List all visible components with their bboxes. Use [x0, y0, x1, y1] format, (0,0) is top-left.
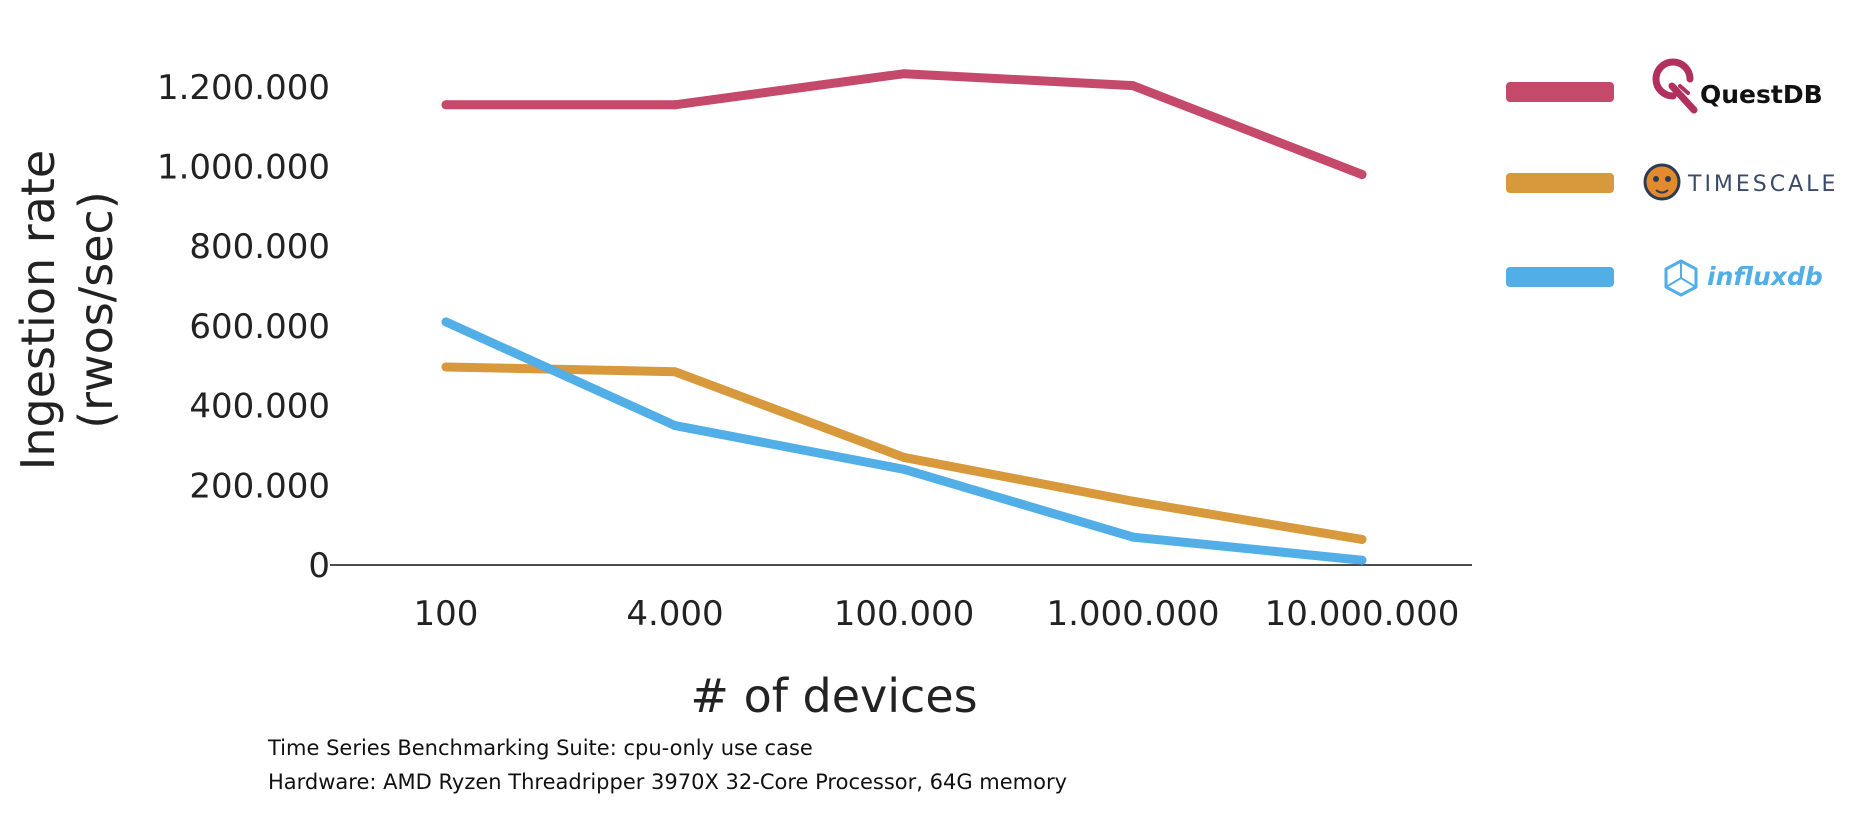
data-point [1128, 532, 1138, 542]
data-point [1128, 81, 1138, 91]
y-axis-title-line2: (rwos/sec) [69, 191, 123, 429]
data-point [899, 69, 909, 79]
legend-label: QuestDB [1700, 80, 1823, 109]
x-axis-title: # of devices [690, 669, 977, 723]
series-line [441, 317, 1367, 565]
data-point [899, 464, 909, 474]
x-tick-label: 4.000 [626, 594, 723, 634]
y-tick-label: 400.000 [189, 387, 330, 427]
y-tick-labels: 0 200.000 400.000 600.000 800.000 1.000.000 1.… [157, 68, 330, 586]
legend-label: TIMESCALE [1687, 172, 1838, 197]
y-tick-label: 800.000 [189, 227, 330, 267]
data-point [1357, 534, 1367, 544]
series-2 [441, 317, 1367, 565]
data-point [441, 362, 451, 372]
series-0 [441, 69, 1367, 180]
y-tick-label: 200.000 [189, 466, 330, 506]
legend-swatch [1506, 82, 1614, 102]
questdb-logo-icon [1652, 58, 1698, 114]
footnote-hardware: Hardware: AMD Ryzen Threadripper 3970X 3… [268, 770, 1068, 794]
x-tick-label: 100.000 [834, 594, 975, 634]
legend-item: QuestDB [1506, 58, 1823, 114]
data-point [441, 317, 451, 327]
legend-swatch [1506, 267, 1614, 287]
data-point [670, 367, 680, 377]
y-axis-title-line1: Ingestion rate [11, 150, 65, 470]
legend: QuestDB TIMESCALE influxdb [1506, 58, 1838, 297]
legend-swatch [1506, 173, 1614, 193]
y-tick-label: 600.000 [189, 307, 330, 347]
data-point [670, 100, 680, 110]
timescale-tiger-logo-icon [1643, 163, 1681, 201]
x-tick-label: 100 [414, 594, 479, 634]
legend-label: influxdb [1707, 262, 1823, 291]
series-1 [441, 362, 1367, 544]
data-point [899, 452, 909, 462]
y-axis-title: Ingestion rate (rwos/sec) [11, 150, 123, 470]
data-point [1357, 555, 1367, 565]
influxdb-logo-icon [1664, 259, 1698, 297]
data-point [441, 100, 451, 110]
data-point [1128, 496, 1138, 506]
legend-item: TIMESCALE [1506, 163, 1838, 201]
legend-item: influxdb [1506, 259, 1823, 297]
data-point [1357, 170, 1367, 180]
footnote-benchmark-suite: Time Series Benchmarking Suite: cpu-only… [268, 736, 813, 760]
y-tick-label: 0 [308, 546, 330, 586]
x-tick-label: 1.000.000 [1046, 594, 1219, 634]
y-tick-label: 1.000.000 [157, 148, 330, 188]
y-tick-label: 1.200.000 [157, 68, 330, 108]
series-lines [441, 69, 1367, 565]
data-point [670, 421, 680, 431]
series-line [441, 69, 1367, 180]
x-tick-label: 10.000.000 [1265, 594, 1460, 634]
x-tick-labels: 100 4.000 100.000 1.000.000 10.000.000 [414, 594, 1460, 634]
